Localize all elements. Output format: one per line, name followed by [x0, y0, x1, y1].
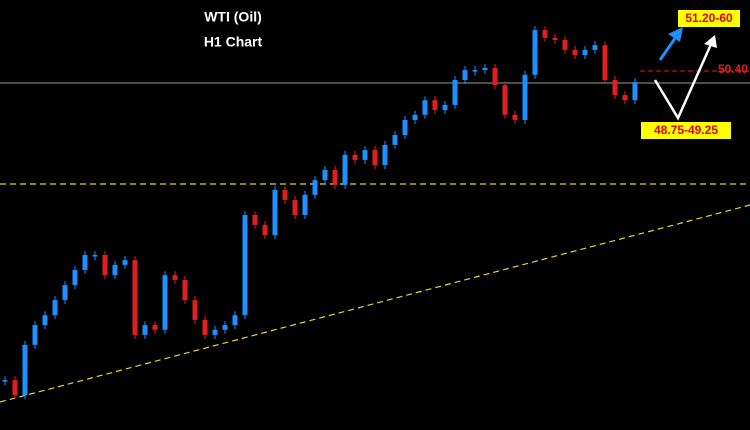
- candle: [12, 380, 18, 396]
- candle: [132, 260, 138, 335]
- target-label: 51.20-60: [685, 11, 733, 25]
- candle: [402, 119, 408, 136]
- candle: [502, 85, 508, 115]
- candle: [172, 275, 178, 280]
- candle: [382, 144, 388, 166]
- candle: [302, 194, 308, 215]
- candle: [582, 49, 588, 56]
- candle: [192, 300, 198, 320]
- candle: [62, 285, 68, 301]
- level-label: 50.40: [718, 62, 748, 76]
- candle: [202, 319, 208, 335]
- candle: [572, 49, 578, 56]
- candle: [492, 67, 498, 86]
- candle: [222, 325, 228, 330]
- candle: [262, 224, 268, 236]
- up-arrow-head: [668, 27, 683, 42]
- candle: [72, 270, 78, 286]
- candle: [212, 329, 218, 335]
- candle: [462, 70, 468, 80]
- candle: [432, 100, 438, 111]
- v-arrow-head: [704, 35, 717, 48]
- candle: [512, 114, 518, 120]
- support-label: 48.75-49.25: [654, 123, 718, 137]
- candle: [472, 70, 478, 72]
- chart-title: WTI (Oil): [204, 9, 262, 25]
- candle: [2, 380, 8, 382]
- candle: [92, 254, 98, 257]
- candle: [632, 82, 638, 101]
- candle: [22, 344, 28, 396]
- chart-subtitle: H1 Chart: [204, 34, 263, 50]
- candles: [2, 26, 638, 400]
- candle: [362, 150, 368, 160]
- candle: [372, 150, 378, 166]
- candle: [552, 37, 558, 40]
- candle: [102, 254, 108, 276]
- candle: [122, 260, 128, 265]
- candle: [322, 169, 328, 181]
- candle: [622, 95, 628, 101]
- candle: [422, 100, 428, 115]
- candle: [272, 190, 278, 236]
- candle: [412, 114, 418, 120]
- candle: [42, 315, 48, 326]
- candle: [482, 67, 488, 71]
- label-box: [678, 10, 740, 27]
- candle: [282, 190, 288, 200]
- candle: [612, 79, 618, 96]
- candle: [542, 30, 548, 38]
- candle: [142, 325, 148, 335]
- candle: [602, 45, 608, 80]
- candle: [532, 30, 538, 75]
- label-box: [641, 122, 731, 139]
- candle: [252, 215, 258, 225]
- candle: [152, 325, 158, 330]
- candle: [32, 325, 38, 345]
- candle: [82, 254, 88, 271]
- candle: [52, 300, 58, 316]
- candle: [442, 104, 448, 111]
- candle: [522, 74, 528, 120]
- candle: [452, 79, 458, 105]
- candle: [562, 39, 568, 50]
- v-projection: [653, 41, 714, 121]
- candle: [332, 169, 338, 185]
- candle: [312, 180, 318, 195]
- candle: [182, 279, 188, 301]
- candle: [162, 275, 168, 330]
- candle: [242, 215, 248, 316]
- candle: [232, 315, 238, 326]
- candle: [352, 154, 358, 160]
- candle: [392, 135, 398, 145]
- candle: [292, 199, 298, 215]
- candle: [342, 154, 348, 185]
- candle: [592, 45, 598, 50]
- candle: [112, 264, 118, 276]
